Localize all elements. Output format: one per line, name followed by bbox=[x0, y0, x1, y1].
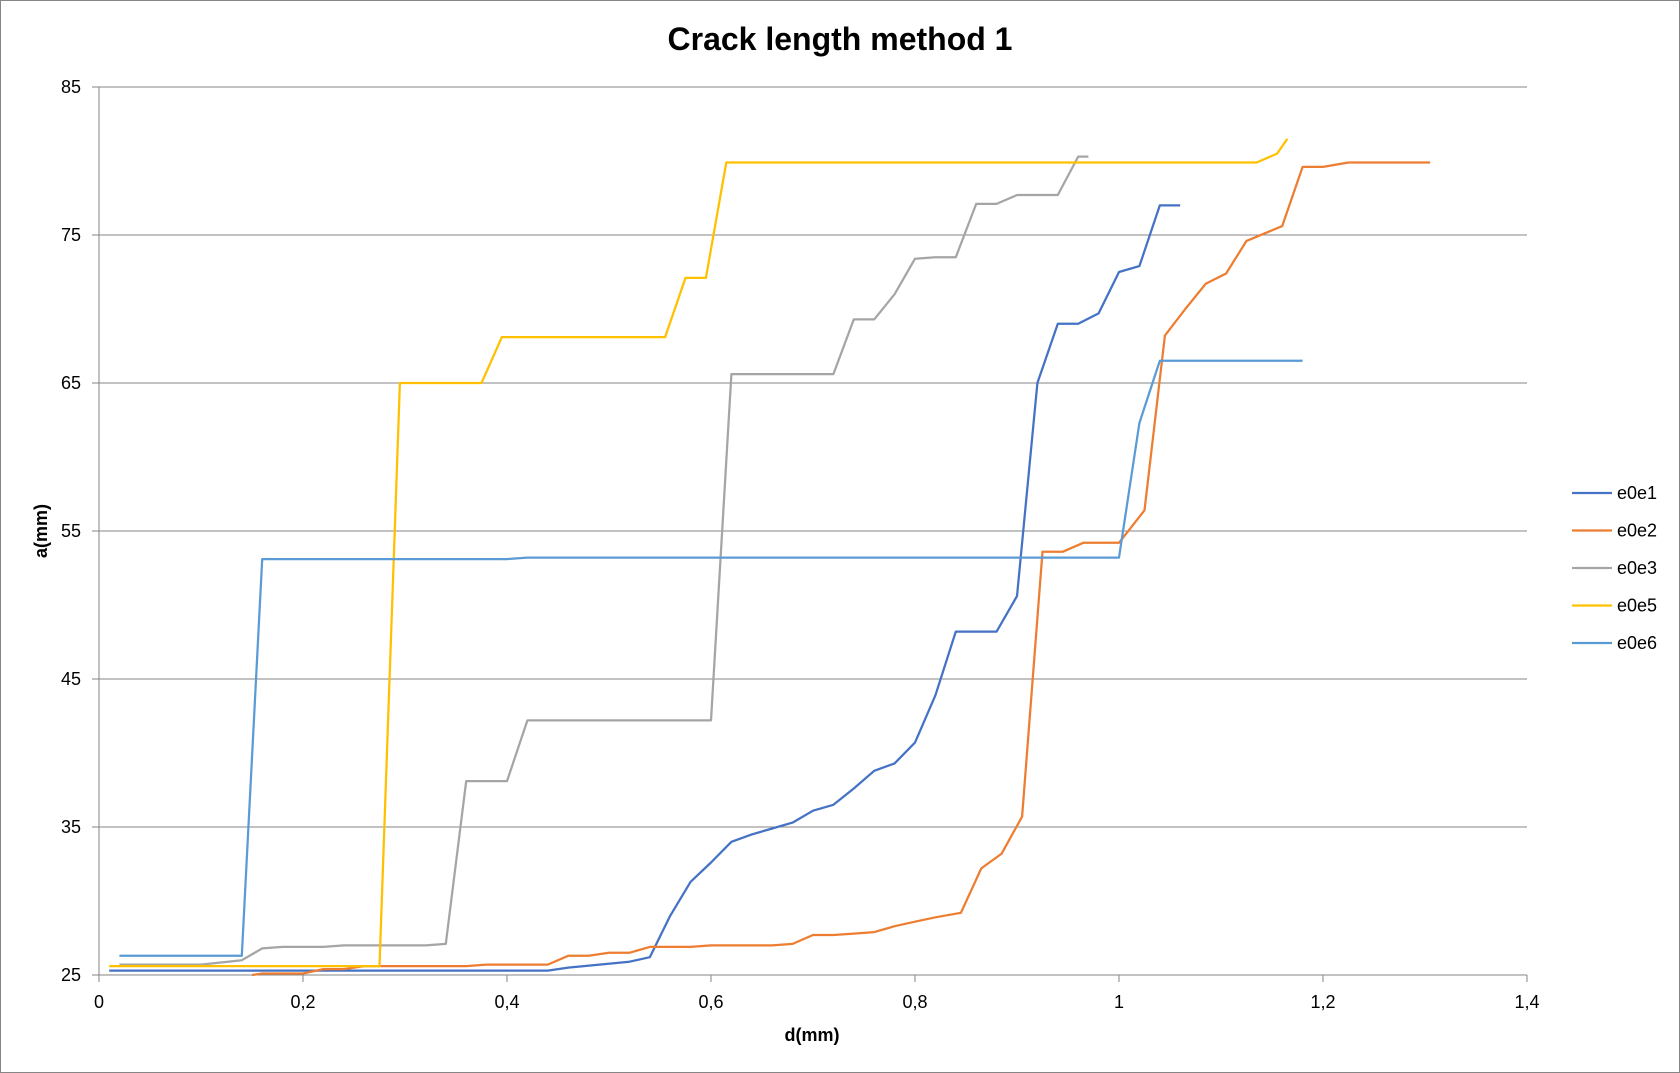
legend-item-e0e1: e0e1 bbox=[1572, 483, 1657, 503]
legend-label: e0e2 bbox=[1617, 521, 1657, 541]
y-axis-label: a(mm) bbox=[31, 504, 51, 558]
x-tick-label: 0,4 bbox=[494, 992, 519, 1012]
gridlines bbox=[99, 86, 1527, 828]
legend-item-e0e6: e0e6 bbox=[1572, 633, 1657, 653]
series-line-e0e2 bbox=[251, 161, 1431, 977]
axes bbox=[92, 86, 1528, 982]
series-line-e0e5 bbox=[109, 138, 1289, 968]
y-tick-label: 45 bbox=[61, 669, 81, 689]
x-axis-label: d(mm) bbox=[785, 1025, 840, 1045]
legend-item-e0e5: e0e5 bbox=[1572, 596, 1657, 616]
x-tick-label: 0,2 bbox=[290, 992, 315, 1012]
y-tick-label: 25 bbox=[61, 965, 81, 985]
y-tick-label: 75 bbox=[61, 225, 81, 245]
legend-label: e0e6 bbox=[1617, 633, 1657, 653]
x-tick-label: 1 bbox=[1114, 992, 1124, 1012]
x-tick-label: 0 bbox=[94, 992, 104, 1012]
legend-label: e0e5 bbox=[1617, 596, 1657, 616]
x-tick-label: 1,4 bbox=[1514, 992, 1539, 1012]
legend-item-e0e3: e0e3 bbox=[1572, 558, 1657, 578]
y-tick-labels: 25 35 45 55 65 75 85 bbox=[61, 77, 81, 985]
x-tick-label: 0,8 bbox=[902, 992, 927, 1012]
legend-item-e0e2: e0e2 bbox=[1572, 521, 1657, 541]
y-tick-label: 85 bbox=[61, 77, 81, 97]
series-lines bbox=[109, 138, 1431, 977]
legend: e0e1 e0e2 e0e3 e0e5 e0e6 bbox=[1572, 483, 1657, 653]
x-tick-label: 1,2 bbox=[1310, 992, 1335, 1012]
x-tick-label: 0,6 bbox=[698, 992, 723, 1012]
legend-label: e0e3 bbox=[1617, 558, 1657, 578]
y-tick-label: 55 bbox=[61, 521, 81, 541]
legend-label: e0e1 bbox=[1617, 483, 1657, 503]
y-tick-label: 35 bbox=[61, 817, 81, 837]
chart-title: Crack length method 1 bbox=[668, 21, 1013, 57]
y-tick-label: 65 bbox=[61, 373, 81, 393]
series-line-e0e1 bbox=[109, 204, 1181, 972]
series-line-e0e6 bbox=[119, 359, 1303, 957]
series-line-e0e3 bbox=[119, 155, 1089, 966]
x-tick-labels: 0 0,2 0,4 0,6 0,8 1 1,2 1,4 bbox=[94, 992, 1540, 1012]
